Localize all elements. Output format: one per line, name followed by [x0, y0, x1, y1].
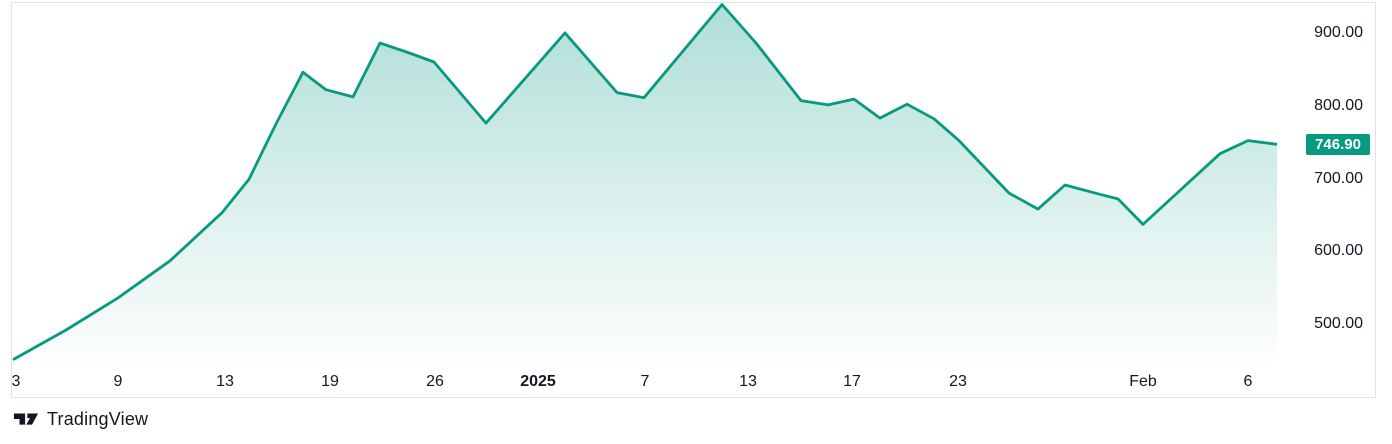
area-fill	[14, 4, 1277, 370]
area-series	[12, 3, 1277, 370]
time-axis-label: 7	[640, 373, 650, 390]
time-axis: 3 9 13 19 26 2025 7 13 17 23 Feb 6	[12, 370, 1277, 396]
price-area-chart[interactable]	[12, 3, 1277, 370]
time-axis-label: 3	[11, 373, 21, 390]
tradingview-logo-icon	[13, 413, 39, 425]
time-axis-label: 13	[739, 373, 757, 390]
price-line	[12, 3, 1277, 361]
time-axis-label: Feb	[1129, 373, 1157, 390]
tradingview-attribution-link[interactable]: TradingView	[13, 409, 148, 430]
time-axis-label: 13	[216, 373, 234, 390]
price-axis-label: 800.00	[1314, 96, 1363, 114]
price-axis-label: 700.00	[1314, 169, 1363, 187]
price-axis-label: 600.00	[1314, 242, 1363, 260]
time-axis-label: 19	[321, 373, 339, 390]
chart-widget: 746.90 900.00 800.00 700.00 600.00 500.00 3 9…	[11, 2, 1376, 398]
time-axis-label: 2025	[520, 373, 556, 390]
time-axis-label: 6	[1243, 373, 1253, 390]
price-axis-label: 500.00	[1314, 315, 1363, 333]
price-axis-label: 900.00	[1314, 23, 1363, 41]
time-axis-label: 23	[949, 373, 967, 390]
time-axis-label: 17	[843, 373, 861, 390]
tradingview-wordmark: TradingView	[47, 409, 149, 429]
last-price-badge: 746.90	[1306, 133, 1370, 155]
time-axis-label: 9	[113, 373, 123, 390]
price-axis: 746.90 900.00 800.00 700.00 600.00 500.00	[1277, 3, 1375, 370]
time-axis-label: 26	[426, 373, 444, 390]
